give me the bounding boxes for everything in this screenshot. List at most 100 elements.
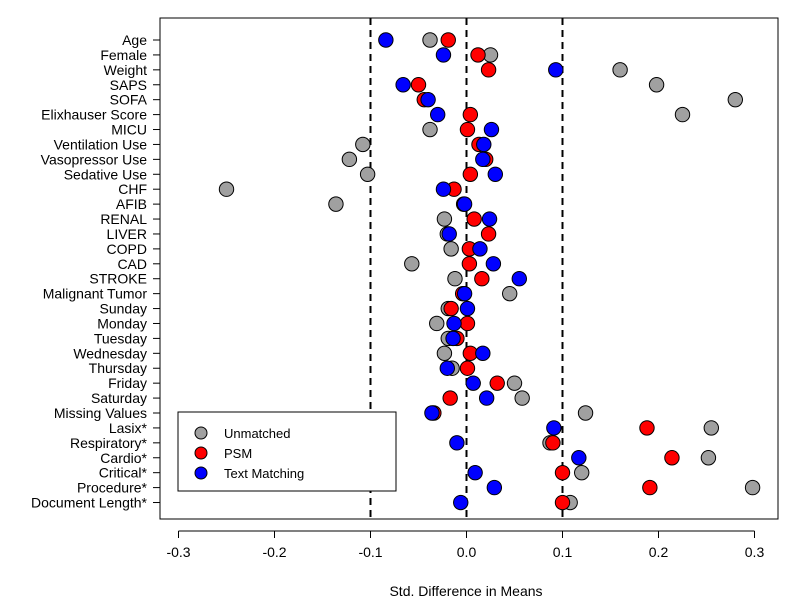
y-tick-label: CAD: [117, 256, 147, 272]
x-tick-label: 0.3: [745, 544, 765, 560]
point-unmatched: [514, 390, 530, 406]
point-text-matching: [456, 285, 473, 302]
point-unmatched: [703, 420, 719, 436]
y-tick-label: STROKE: [89, 271, 147, 287]
y-tick-label: LIVER: [107, 226, 147, 242]
point-text-matching: [446, 315, 462, 332]
legend-box: [177, 411, 397, 492]
legend-label-psm: PSM: [224, 446, 252, 461]
point-unmatched: [355, 136, 371, 153]
point-unmatched: [447, 271, 463, 287]
point-psm: [642, 479, 658, 496]
point-unmatched: [502, 285, 518, 302]
point-unmatched: [574, 464, 590, 481]
point-unmatched: [328, 196, 344, 212]
y-tick-label: AFIB: [116, 196, 147, 212]
point-psm: [480, 62, 497, 78]
point-text-matching: [485, 256, 502, 272]
legend-label-text-matching: Text Matching: [224, 466, 304, 481]
x-tick-label: -0.3: [166, 544, 190, 560]
point-unmatched: [506, 375, 523, 391]
point-unmatched: [422, 32, 438, 48]
point-text-matching: [465, 375, 481, 391]
y-tick-label: Elixhauser Score: [41, 107, 147, 123]
y-tick-label: Tuesday: [94, 330, 147, 346]
point-psm: [459, 121, 476, 138]
point-text-matching: [453, 494, 469, 511]
y-tick-label: SAPS: [110, 77, 147, 93]
y-tick-label: Sedative Use: [64, 166, 147, 182]
x-tick-label: 0.2: [649, 544, 669, 560]
point-unmatched: [674, 106, 691, 123]
y-tick-label: CHF: [118, 181, 147, 197]
point-psm: [480, 226, 497, 242]
plot-frame: [159, 17, 779, 520]
y-tick-label: Cardio*: [100, 450, 147, 466]
legend-marker-psm: [194, 446, 208, 460]
y-tick-label: Procedure*: [77, 480, 148, 496]
point-psm: [462, 106, 479, 123]
y-tick-label: Critical*: [99, 465, 148, 481]
point-psm: [554, 464, 571, 481]
point-text-matching: [472, 241, 488, 257]
y-tick-label: Malignant Tumor: [43, 286, 148, 302]
y-tick-label: COPD: [107, 241, 147, 257]
point-text-matching: [439, 360, 455, 376]
y-tick-label: RENAL: [100, 211, 147, 227]
y-tick-label: Female: [100, 47, 147, 63]
point-unmatched: [436, 345, 453, 362]
legend-label-unmatched: Unmatched: [224, 426, 290, 441]
point-psm: [443, 300, 459, 317]
point-text-matching: [483, 121, 500, 138]
point-unmatched: [648, 77, 665, 93]
y-tick-label: Lasix*: [109, 420, 148, 436]
x-tick-label: 0.0: [457, 544, 477, 560]
point-psm: [459, 360, 476, 376]
point-unmatched: [359, 166, 376, 182]
point-psm: [545, 435, 561, 451]
y-tick-label: Document Length*: [31, 495, 148, 511]
point-text-matching: [445, 330, 461, 347]
point-text-matching: [487, 166, 503, 182]
point-psm: [470, 47, 486, 63]
x-tick-label: -0.1: [358, 544, 382, 560]
point-psm: [459, 315, 476, 332]
point-unmatched: [429, 315, 445, 332]
x-tick-label: 0.1: [553, 544, 573, 560]
point-text-matching: [481, 211, 498, 227]
point-unmatched: [744, 479, 761, 496]
y-tick-label: Thursday: [89, 360, 147, 376]
data-points: [218, 32, 761, 511]
point-unmatched: [727, 91, 743, 108]
point-unmatched: [577, 405, 594, 421]
point-text-matching: [511, 271, 527, 287]
point-text-matching: [449, 435, 465, 451]
point-text-matching: [441, 226, 457, 242]
point-text-matching: [456, 196, 473, 212]
y-tick-label: Vasopressor Use: [41, 151, 148, 167]
legend: Unmatched PSM Text Matching: [177, 411, 397, 492]
y-tick-label: Respiratory*: [70, 435, 148, 451]
point-psm: [466, 211, 482, 227]
point-psm: [639, 420, 655, 436]
point-unmatched: [422, 121, 438, 138]
point-psm: [554, 494, 571, 511]
point-psm: [664, 450, 680, 466]
point-text-matching: [548, 62, 564, 78]
x-tick-label: -0.2: [262, 544, 286, 560]
y-tick-label: Saturday: [91, 390, 147, 406]
point-unmatched: [700, 450, 717, 466]
point-text-matching: [475, 151, 491, 168]
point-unmatched: [341, 151, 358, 168]
point-text-matching: [395, 77, 411, 93]
y-tick-label: SOFA: [110, 92, 148, 108]
point-text-matching: [475, 345, 491, 362]
point-text-matching: [378, 32, 394, 48]
point-text-matching: [430, 106, 446, 123]
y-tick-label: Sunday: [100, 301, 147, 317]
point-psm: [442, 390, 458, 406]
point-text-matching: [420, 91, 436, 108]
